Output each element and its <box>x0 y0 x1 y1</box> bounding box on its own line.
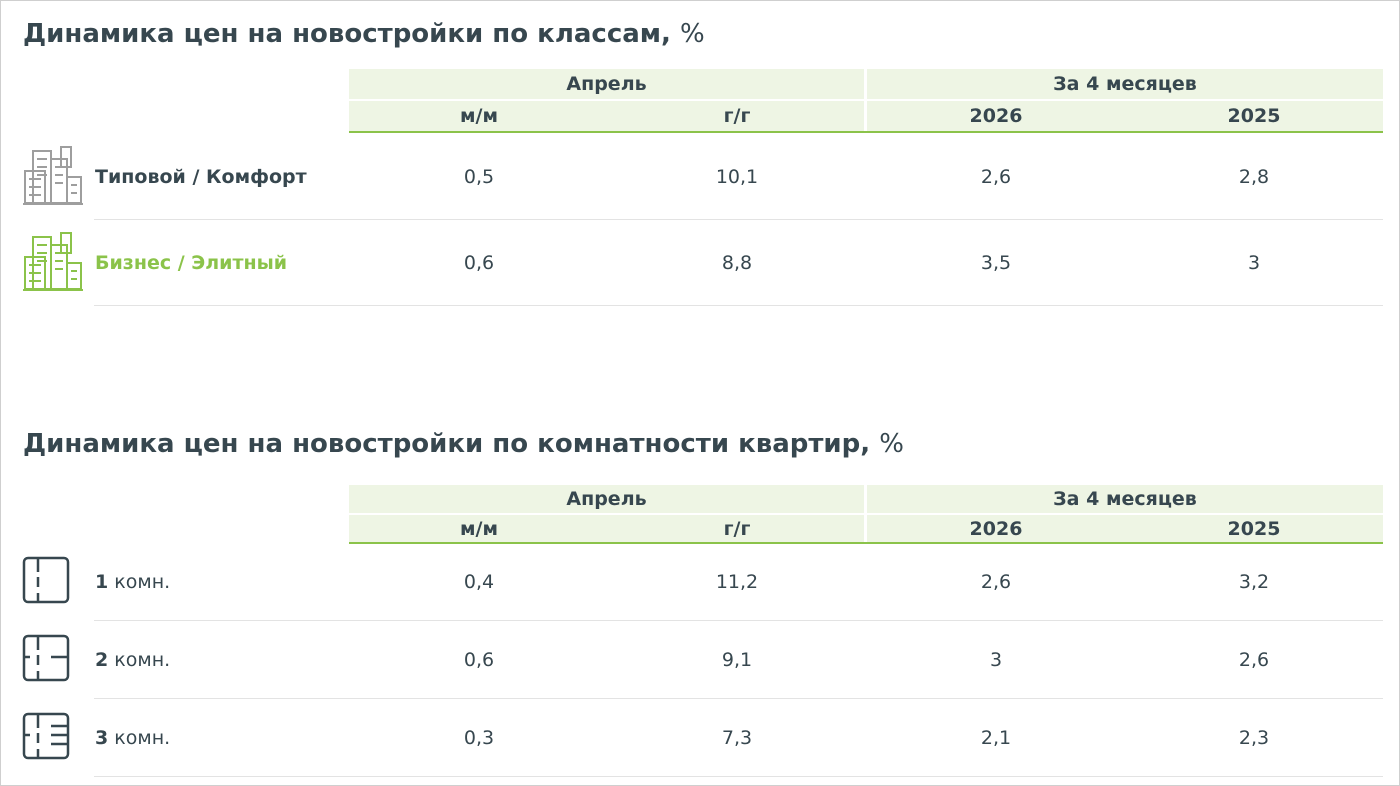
cell: 3 <box>1247 252 1261 274</box>
row-separator <box>94 698 1383 699</box>
section-title: Динамика цен на новостройки по комнатнос… <box>23 429 904 459</box>
row-label: Бизнес / Элитный <box>95 252 287 274</box>
column-header: м/м <box>460 105 498 127</box>
row-label: Типовой / Комфорт <box>95 166 307 188</box>
column-header: 2025 <box>1227 517 1281 540</box>
group-header: За 4 месяцев <box>1053 488 1197 510</box>
cell: 0,6 <box>463 649 495 671</box>
column-header: 2025 <box>1227 105 1281 127</box>
row-separator <box>94 305 1383 306</box>
header-band <box>349 101 864 131</box>
cell: 0,4 <box>463 571 495 593</box>
cell: 2,6 <box>980 571 1012 593</box>
cell: 8,8 <box>721 252 753 274</box>
header-band <box>349 485 864 513</box>
cell: 3 <box>989 649 1003 671</box>
row-icon <box>21 555 71 609</box>
header-band <box>867 69 1383 99</box>
cell: 3,2 <box>1238 571 1270 593</box>
header-line <box>349 542 1383 544</box>
row-icon <box>21 711 71 765</box>
header-band <box>349 69 864 99</box>
row-separator <box>94 219 1383 220</box>
cell: 3,5 <box>980 252 1012 274</box>
row-label-text: комн. <box>114 649 171 671</box>
title-text: Динамика цен на новостройки по классам, <box>23 19 671 49</box>
cell: 2,6 <box>980 166 1012 188</box>
room-count: 2 <box>95 649 109 671</box>
cell: 0,5 <box>463 166 495 188</box>
cell: 7,3 <box>721 727 753 749</box>
cell: 2,6 <box>1238 649 1270 671</box>
group-header: Апрель <box>566 488 647 510</box>
header-band <box>867 515 1383 542</box>
group-header: Апрель <box>566 73 647 95</box>
cell: 0,6 <box>463 252 495 274</box>
section-title: Динамика цен на новостройки по классам, … <box>23 19 705 49</box>
row-label: 1 комн. <box>95 571 170 593</box>
group-header: За 4 месяцев <box>1053 73 1197 95</box>
cell: 11,2 <box>715 571 759 593</box>
row-icon <box>21 633 71 687</box>
row-separator <box>94 776 1383 777</box>
cell: 0,3 <box>463 727 495 749</box>
column-header: 2026 <box>969 105 1023 127</box>
row-icon <box>21 229 85 297</box>
cell: 10,1 <box>715 166 759 188</box>
cell: 2,3 <box>1238 727 1270 749</box>
column-header: м/м <box>460 517 498 540</box>
row-label-text: комн. <box>114 571 171 593</box>
row-label-text: Бизнес / Элитный <box>95 252 288 274</box>
row-label: 2 комн. <box>95 649 170 671</box>
cell: 9,1 <box>721 649 753 671</box>
cell: 2,1 <box>980 727 1012 749</box>
row-label-text: комн. <box>114 727 171 749</box>
cell: 2,8 <box>1238 166 1270 188</box>
column-header: г/г <box>723 517 751 540</box>
header-band <box>349 515 864 542</box>
row-separator <box>94 620 1383 621</box>
row-label: 3 комн. <box>95 727 170 749</box>
room-count: 1 <box>95 571 109 593</box>
row-label-text: Типовой / Комфорт <box>95 166 307 188</box>
row-icon <box>21 143 85 211</box>
header-line <box>349 131 1383 133</box>
title-unit: % <box>679 19 705 49</box>
header-band <box>867 485 1383 513</box>
title-text: Динамика цен на новостройки по комнатнос… <box>23 429 871 459</box>
column-header: 2026 <box>969 517 1023 540</box>
title-unit: % <box>879 429 904 459</box>
room-count: 3 <box>95 727 109 749</box>
header-band <box>867 101 1383 131</box>
column-header: г/г <box>723 105 751 127</box>
